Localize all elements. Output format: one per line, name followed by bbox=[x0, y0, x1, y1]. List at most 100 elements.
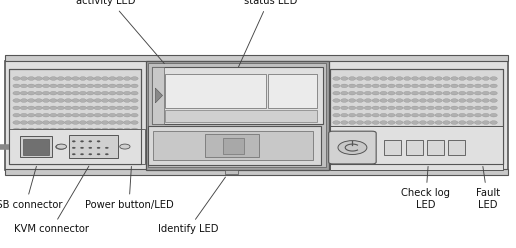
Ellipse shape bbox=[42, 128, 50, 132]
Ellipse shape bbox=[396, 77, 403, 80]
Ellipse shape bbox=[348, 113, 356, 117]
Ellipse shape bbox=[364, 143, 372, 146]
Ellipse shape bbox=[348, 84, 356, 88]
Ellipse shape bbox=[388, 113, 395, 117]
Ellipse shape bbox=[443, 157, 450, 161]
Ellipse shape bbox=[13, 99, 20, 102]
Ellipse shape bbox=[427, 106, 434, 110]
Ellipse shape bbox=[341, 121, 348, 124]
Ellipse shape bbox=[372, 121, 379, 124]
Ellipse shape bbox=[131, 128, 138, 132]
Ellipse shape bbox=[388, 150, 395, 154]
Ellipse shape bbox=[333, 121, 340, 124]
Ellipse shape bbox=[341, 106, 348, 110]
Ellipse shape bbox=[420, 121, 427, 124]
Bar bbox=[9, 69, 141, 164]
Ellipse shape bbox=[459, 77, 466, 80]
Ellipse shape bbox=[490, 84, 497, 88]
Ellipse shape bbox=[116, 157, 123, 161]
Ellipse shape bbox=[102, 113, 109, 117]
Ellipse shape bbox=[79, 143, 87, 146]
Ellipse shape bbox=[333, 91, 340, 95]
Ellipse shape bbox=[435, 113, 442, 117]
Ellipse shape bbox=[57, 157, 64, 161]
Ellipse shape bbox=[35, 135, 42, 139]
Ellipse shape bbox=[109, 121, 116, 124]
Ellipse shape bbox=[411, 135, 418, 139]
Ellipse shape bbox=[102, 150, 109, 154]
Ellipse shape bbox=[109, 143, 116, 146]
Circle shape bbox=[72, 141, 75, 142]
Ellipse shape bbox=[116, 77, 123, 80]
Ellipse shape bbox=[420, 113, 427, 117]
Ellipse shape bbox=[20, 91, 27, 95]
Ellipse shape bbox=[57, 77, 64, 80]
Ellipse shape bbox=[42, 157, 50, 161]
Ellipse shape bbox=[443, 143, 450, 146]
Ellipse shape bbox=[420, 157, 427, 161]
Ellipse shape bbox=[72, 99, 79, 102]
Ellipse shape bbox=[109, 150, 116, 154]
Ellipse shape bbox=[333, 157, 340, 161]
Ellipse shape bbox=[116, 128, 123, 132]
Ellipse shape bbox=[451, 128, 458, 132]
Ellipse shape bbox=[116, 113, 123, 117]
Ellipse shape bbox=[35, 157, 42, 161]
Ellipse shape bbox=[451, 113, 458, 117]
Ellipse shape bbox=[364, 135, 372, 139]
Ellipse shape bbox=[490, 99, 497, 102]
Ellipse shape bbox=[28, 121, 35, 124]
Ellipse shape bbox=[404, 143, 411, 146]
Ellipse shape bbox=[50, 135, 57, 139]
Ellipse shape bbox=[482, 113, 490, 117]
Ellipse shape bbox=[466, 84, 474, 88]
Ellipse shape bbox=[443, 121, 450, 124]
Ellipse shape bbox=[435, 91, 442, 95]
Ellipse shape bbox=[109, 113, 116, 117]
Ellipse shape bbox=[466, 106, 474, 110]
Ellipse shape bbox=[94, 150, 101, 154]
Ellipse shape bbox=[474, 99, 481, 102]
Ellipse shape bbox=[341, 128, 348, 132]
Ellipse shape bbox=[94, 143, 101, 146]
Ellipse shape bbox=[64, 84, 72, 88]
Ellipse shape bbox=[341, 113, 348, 117]
Ellipse shape bbox=[87, 143, 94, 146]
Ellipse shape bbox=[123, 135, 131, 139]
Ellipse shape bbox=[411, 128, 418, 132]
Ellipse shape bbox=[131, 91, 138, 95]
Ellipse shape bbox=[72, 121, 79, 124]
Ellipse shape bbox=[364, 128, 372, 132]
Ellipse shape bbox=[380, 106, 387, 110]
Ellipse shape bbox=[451, 121, 458, 124]
Ellipse shape bbox=[87, 106, 94, 110]
Ellipse shape bbox=[357, 143, 364, 146]
Ellipse shape bbox=[79, 113, 87, 117]
Ellipse shape bbox=[396, 121, 403, 124]
Ellipse shape bbox=[466, 91, 474, 95]
Ellipse shape bbox=[35, 150, 42, 154]
Ellipse shape bbox=[64, 77, 72, 80]
Ellipse shape bbox=[28, 106, 35, 110]
Ellipse shape bbox=[490, 77, 497, 80]
Ellipse shape bbox=[42, 135, 50, 139]
Bar bbox=[5, 55, 508, 61]
Ellipse shape bbox=[443, 135, 450, 139]
Ellipse shape bbox=[357, 150, 364, 154]
Text: Fault
LED: Fault LED bbox=[476, 166, 499, 210]
Ellipse shape bbox=[466, 143, 474, 146]
Ellipse shape bbox=[451, 91, 458, 95]
Ellipse shape bbox=[420, 77, 427, 80]
Ellipse shape bbox=[42, 113, 50, 117]
Ellipse shape bbox=[357, 121, 364, 124]
Ellipse shape bbox=[72, 91, 79, 95]
Ellipse shape bbox=[459, 135, 466, 139]
Ellipse shape bbox=[20, 106, 27, 110]
Ellipse shape bbox=[72, 143, 79, 146]
Ellipse shape bbox=[459, 128, 466, 132]
Ellipse shape bbox=[64, 157, 72, 161]
Ellipse shape bbox=[443, 99, 450, 102]
Ellipse shape bbox=[396, 99, 403, 102]
Ellipse shape bbox=[35, 143, 42, 146]
Ellipse shape bbox=[451, 157, 458, 161]
